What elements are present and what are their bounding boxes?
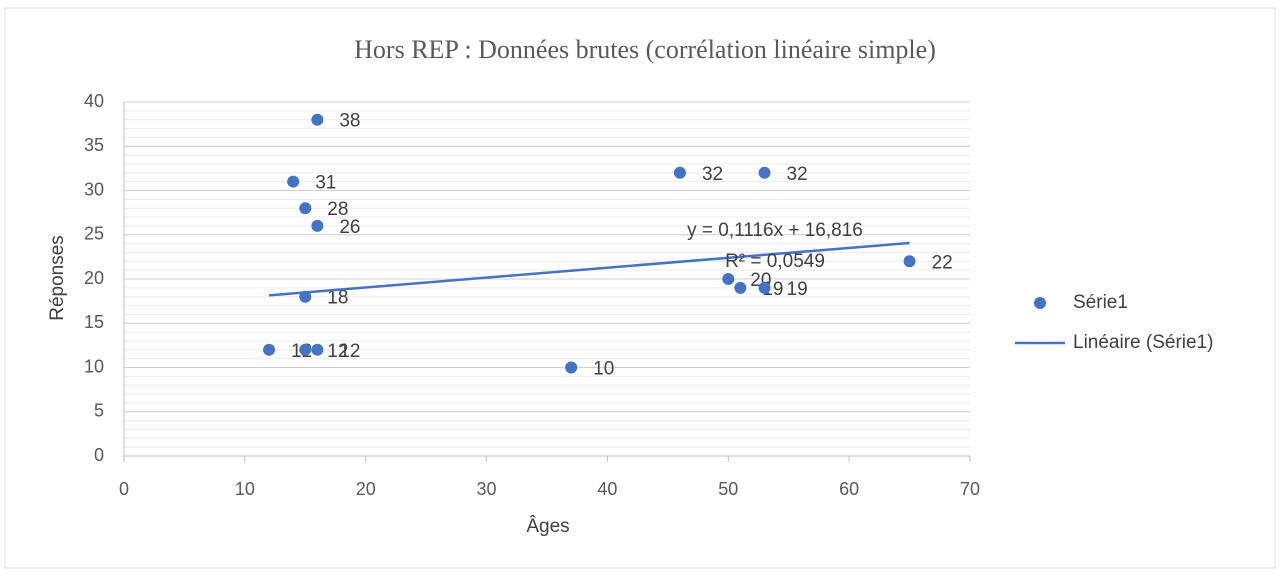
data-label: 12 <box>327 341 348 362</box>
x-tick-label: 70 <box>960 479 980 499</box>
y-tick-label: 20 <box>84 268 104 288</box>
point <box>673 166 686 179</box>
data-label: 18 <box>327 288 348 309</box>
data-label: 22 <box>932 252 953 273</box>
point <box>299 343 312 356</box>
point <box>299 202 312 215</box>
legend-marker <box>1034 297 1046 309</box>
data-label: 10 <box>593 359 614 380</box>
point <box>758 281 771 294</box>
x-tick-label: 0 <box>119 479 129 499</box>
data-label: 31 <box>315 173 336 194</box>
trend-r2: R² = 0,0549 <box>725 251 825 272</box>
data-label: 26 <box>339 217 360 238</box>
legend-label: Série1 <box>1073 292 1128 313</box>
legend-label: Linéaire (Série1) <box>1073 332 1213 353</box>
y-tick-label: 25 <box>84 224 104 244</box>
data-label: 32 <box>787 164 808 185</box>
x-axis-label: Âges <box>526 515 569 537</box>
y-tick-label: 10 <box>84 356 104 376</box>
point <box>722 273 735 285</box>
trend-equation: y = 0,1116x + 16,816 <box>687 220 863 241</box>
y-tick-label: 40 <box>84 91 104 111</box>
x-tick-label: 10 <box>235 479 255 499</box>
y-tick-label: 35 <box>84 135 104 155</box>
data-label: 38 <box>339 111 360 132</box>
point <box>311 219 324 232</box>
data-label: 28 <box>327 199 348 220</box>
y-tick-label: 15 <box>84 312 104 332</box>
point <box>287 175 300 188</box>
y-tick-label: 5 <box>94 401 104 421</box>
data-label: 12 <box>339 341 360 362</box>
point <box>565 361 578 374</box>
trendline <box>268 241 910 297</box>
data-label: 32 <box>702 164 723 185</box>
data-label: 19 <box>787 279 808 300</box>
y-tick-label: 30 <box>84 179 104 199</box>
y-axis-label: Réponses <box>47 235 68 321</box>
x-tick-label: 30 <box>477 479 497 499</box>
point <box>734 281 747 294</box>
point <box>758 166 771 179</box>
x-tick-label: 20 <box>356 479 376 499</box>
point <box>311 113 324 126</box>
point <box>903 255 916 268</box>
x-tick-label: 50 <box>718 479 738 499</box>
point <box>263 343 276 356</box>
y-tick-label: 0 <box>94 445 104 465</box>
x-tick-label: 60 <box>839 479 859 499</box>
point <box>311 343 324 356</box>
x-tick-label: 40 <box>597 479 617 499</box>
chart-title: Hors REP : Données brutes (corrélation l… <box>354 35 936 64</box>
